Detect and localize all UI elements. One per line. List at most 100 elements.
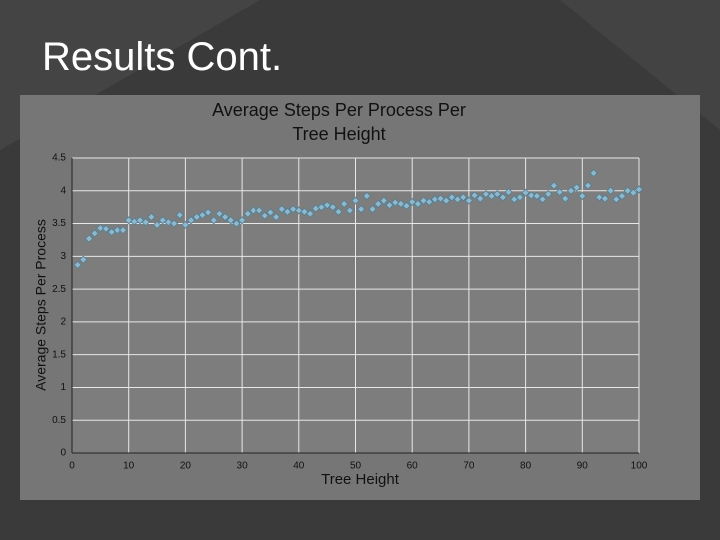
point xyxy=(294,206,303,215)
x-tick-label: 10 xyxy=(123,461,135,472)
point xyxy=(135,216,145,225)
point xyxy=(600,194,610,203)
y-tick-label: 4 xyxy=(60,185,66,196)
point xyxy=(96,224,105,233)
point xyxy=(385,201,394,210)
point xyxy=(175,210,184,220)
point xyxy=(113,226,122,235)
point xyxy=(442,196,451,205)
point xyxy=(345,206,354,215)
point xyxy=(572,183,581,192)
point xyxy=(493,189,502,199)
point xyxy=(164,218,173,227)
point xyxy=(243,209,252,218)
point xyxy=(391,198,400,207)
x-tick-label: 50 xyxy=(350,461,362,472)
point xyxy=(425,197,434,206)
point xyxy=(498,193,507,202)
x-tick-label: 40 xyxy=(293,461,305,472)
point xyxy=(538,195,547,204)
point xyxy=(169,219,179,228)
slide-title: Results Cont. xyxy=(42,35,282,79)
point xyxy=(374,199,383,208)
point xyxy=(629,188,638,197)
point xyxy=(487,191,496,201)
point xyxy=(221,212,230,222)
point xyxy=(90,229,99,238)
point xyxy=(73,260,82,269)
point xyxy=(481,189,490,199)
point xyxy=(152,220,162,229)
point xyxy=(368,205,377,214)
y-tick-label: 0.5 xyxy=(52,415,66,426)
point xyxy=(118,226,128,235)
point xyxy=(583,181,593,190)
point xyxy=(158,216,167,225)
point xyxy=(510,195,519,204)
point xyxy=(362,191,371,201)
point xyxy=(215,209,224,218)
y-tick-label: 3 xyxy=(60,251,66,262)
point xyxy=(204,208,213,217)
x-tick-label: 70 xyxy=(463,461,475,472)
chart-title: Average Steps Per Process Per Tree Heigh… xyxy=(212,100,466,144)
x-tick-label: 100 xyxy=(631,461,648,472)
point xyxy=(283,207,292,216)
point xyxy=(198,210,207,220)
point xyxy=(544,189,553,199)
point xyxy=(277,205,286,214)
y-tick-label: 4.5 xyxy=(52,153,66,164)
point xyxy=(515,193,524,202)
point xyxy=(566,186,576,195)
point xyxy=(300,207,309,216)
point xyxy=(419,196,428,205)
point xyxy=(317,203,326,212)
point xyxy=(589,169,598,178)
point xyxy=(408,197,417,206)
point xyxy=(459,193,468,202)
point xyxy=(617,191,627,201)
point xyxy=(260,211,269,220)
point xyxy=(379,196,388,205)
point xyxy=(453,195,462,204)
point xyxy=(521,188,530,197)
point xyxy=(306,209,315,218)
point xyxy=(79,255,88,264)
y-tick-label: 0 xyxy=(60,448,66,459)
point xyxy=(238,216,247,225)
point xyxy=(255,206,264,215)
point xyxy=(634,185,644,194)
point xyxy=(578,191,587,201)
x-tick-label: 30 xyxy=(237,461,249,472)
point xyxy=(272,212,281,222)
point xyxy=(436,194,445,203)
point xyxy=(447,193,456,202)
y-tick-label: 1 xyxy=(60,382,66,393)
y-tick-label: 2 xyxy=(60,317,66,328)
point xyxy=(323,201,332,210)
point xyxy=(340,199,349,208)
point xyxy=(555,188,564,197)
x-tick-label: 20 xyxy=(180,461,192,472)
point xyxy=(249,206,258,215)
point xyxy=(623,186,632,195)
point xyxy=(532,191,542,201)
point xyxy=(595,193,604,202)
point xyxy=(328,203,337,212)
point xyxy=(476,194,485,203)
x-axis-label: Tree Height xyxy=(321,471,400,488)
point xyxy=(561,194,570,203)
point xyxy=(289,205,298,214)
point xyxy=(209,216,218,225)
point xyxy=(470,191,479,200)
point xyxy=(147,212,156,222)
y-tick-label: 3.5 xyxy=(52,218,66,229)
point xyxy=(612,195,621,204)
point xyxy=(181,220,190,229)
point xyxy=(413,199,422,208)
x-tick-label: 90 xyxy=(577,461,589,472)
point xyxy=(124,216,133,225)
point xyxy=(396,199,405,208)
